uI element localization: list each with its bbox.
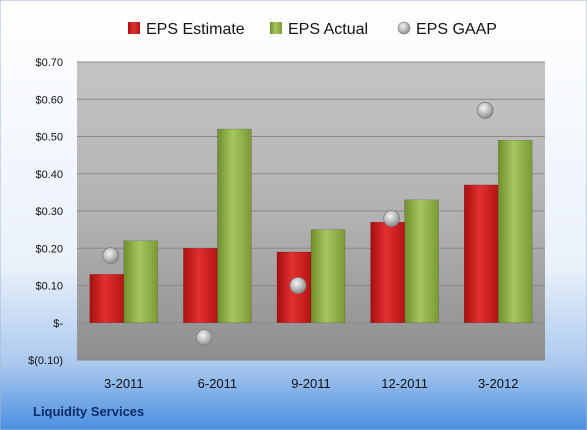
- y-tick-label: $0.60: [35, 94, 63, 106]
- gaap-points: [102, 102, 494, 347]
- bar-eps-actual: [123, 240, 159, 323]
- y-tick-label: $0.40: [35, 169, 63, 181]
- bars: [89, 128, 533, 324]
- bar-eps-estimate: [463, 184, 499, 323]
- x-tick-label: 6-2011: [198, 376, 238, 391]
- bar-eps-actual: [217, 128, 252, 323]
- y-tick-label: $0.20: [35, 243, 63, 255]
- bar-eps-actual: [497, 139, 533, 323]
- legend-swatch: [128, 22, 140, 34]
- x-tick-label: 3-2012: [478, 376, 518, 391]
- point-eps-gaap: [476, 102, 494, 119]
- bar-eps-actual: [404, 199, 439, 323]
- legend-label: EPS Estimate: [146, 21, 245, 38]
- legend-swatch: [270, 22, 282, 34]
- point-eps-gaap: [289, 277, 307, 294]
- y-tick-label: $0.50: [35, 132, 63, 144]
- x-axis: 3-2011 6-2011 9-2011 12-2011 3-2012: [104, 376, 518, 391]
- point-eps-gaap: [383, 210, 401, 227]
- x-tick-label: 9-2011: [291, 376, 331, 391]
- legend-label: EPS Actual: [288, 21, 368, 38]
- bar-eps-estimate: [370, 221, 405, 323]
- x-tick-label: 12-2011: [381, 376, 428, 391]
- y-tick-label: $0.70: [35, 57, 63, 69]
- legend-label: EPS GAAP: [416, 21, 497, 38]
- y-tick-label: $-: [53, 318, 63, 330]
- y-tick-label: $(0.10): [28, 355, 63, 367]
- point-eps-gaap: [195, 329, 213, 347]
- y-tick-label: $0.30: [35, 206, 63, 218]
- bar-eps-estimate: [89, 274, 125, 324]
- legend-swatch: [397, 21, 411, 35]
- y-tick-label: $0.10: [35, 281, 63, 293]
- y-axis: $0.70 $0.60 $0.50 $0.40 $0.30 $0.20 $0.10 $- $(0…: [28, 57, 63, 367]
- legend: EPS Estimate EPS Actual EPS GAAP: [128, 21, 497, 38]
- bar-eps-estimate: [183, 248, 218, 323]
- source-label: Liquidity Services: [33, 404, 144, 419]
- x-tick-label: 3-2011: [104, 376, 144, 391]
- bar-eps-actual: [310, 229, 346, 323]
- point-eps-gaap: [102, 247, 120, 265]
